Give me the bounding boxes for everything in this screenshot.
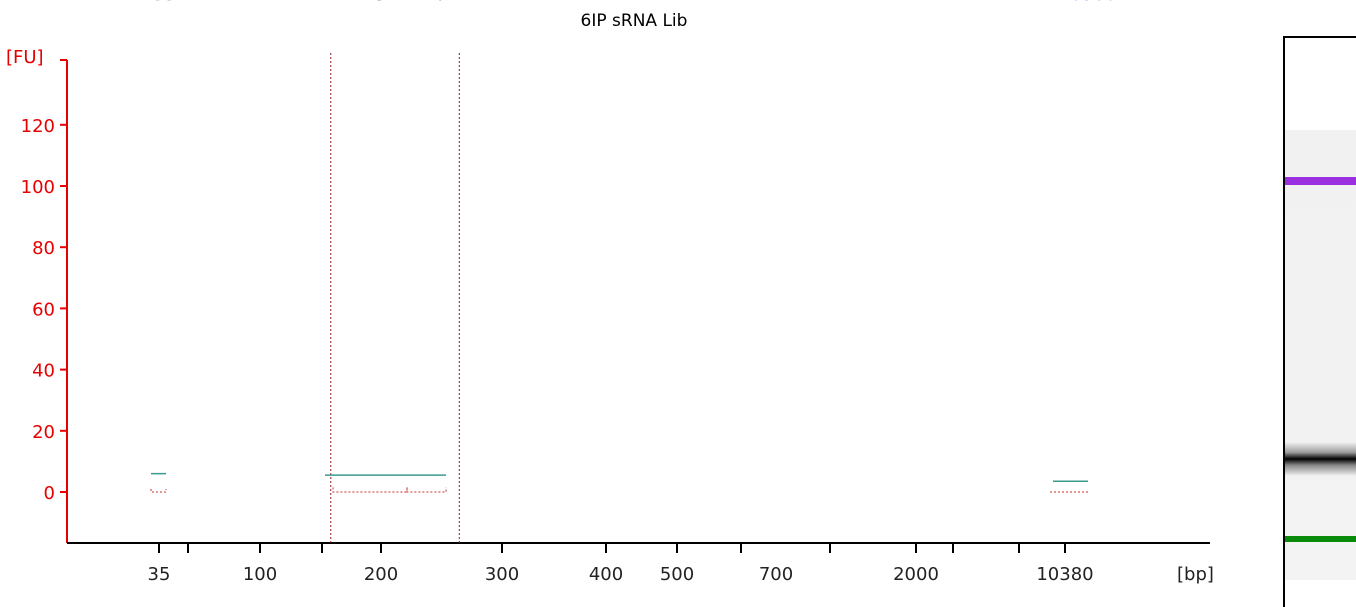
- x-tick-label: 100: [243, 564, 277, 585]
- gel-band-upper-marker: [1285, 177, 1356, 185]
- x-tick-label: 200: [364, 564, 398, 585]
- gel-band-sample: [1285, 442, 1356, 476]
- x-tick-label: 35: [148, 564, 171, 585]
- chart-title: 6IP sRNA Lib: [581, 11, 688, 31]
- x-tick-label: 300: [485, 564, 519, 585]
- peak-labels: 35 175 226 10380: [153, 0, 1116, 5]
- peak-label: 35: [153, 0, 176, 5]
- integration-box: [406, 487, 447, 493]
- x-tick-label: 700: [759, 564, 793, 585]
- peak-label: 226: [411, 0, 445, 5]
- gel-background: [1285, 130, 1356, 580]
- integration-box: [150, 488, 167, 493]
- y-tick-label: 0: [44, 483, 55, 504]
- x-tick-label: 2000: [893, 564, 939, 585]
- y-tick-label: 20: [32, 422, 55, 443]
- x-tick-label: 500: [660, 564, 694, 585]
- region-markers: [330, 53, 460, 543]
- y-tick-label: 40: [32, 361, 55, 382]
- y-axis-label: [FU]: [6, 47, 44, 68]
- gel-band-lower-marker: [1285, 536, 1356, 542]
- gel-lane: [1283, 36, 1356, 607]
- y-tick-label: 80: [32, 238, 55, 259]
- peak-label: 10380: [1059, 0, 1116, 5]
- chart-axes: 0 20 40 60 80 100 120 35 100 200 300 400 500 700 2000 1…: [21, 59, 1210, 585]
- x-tick-label: 10380: [1036, 564, 1093, 585]
- y-tick-label: 60: [32, 299, 55, 320]
- trace-layer: [150, 474, 1090, 493]
- integration-box: [332, 487, 408, 493]
- y-tick-label: 120: [21, 116, 55, 137]
- electropherogram-chart: 6IP sRNA Lib [FU] [bp] 0 20 40 60 80 100 120 35…: [0, 0, 1214, 585]
- x-tick-label: 400: [589, 564, 623, 585]
- x-axis-label: [bp]: [1177, 564, 1214, 585]
- peak-label: 175: [352, 0, 386, 5]
- y-tick-label: 100: [21, 177, 55, 198]
